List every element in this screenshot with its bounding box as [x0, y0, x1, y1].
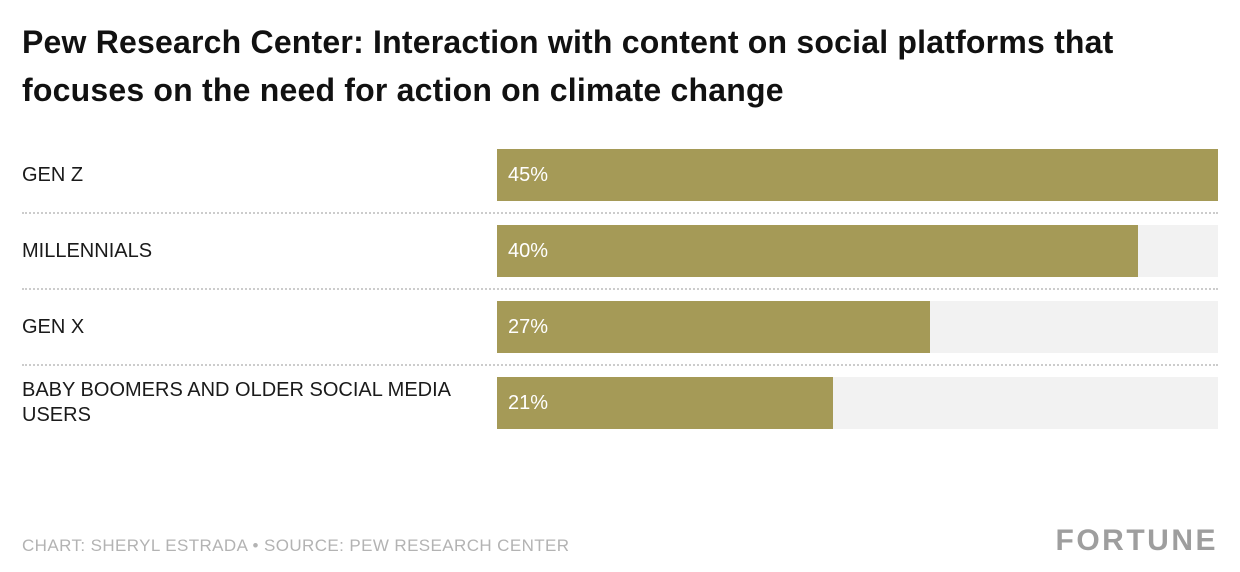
chart-title: Pew Research Center: Interaction with co…	[22, 24, 1114, 108]
bar-track: 27%	[497, 301, 1218, 353]
bar-row-millennials: MILLENNIALS 40%	[22, 214, 1218, 290]
value-label: 27%	[508, 315, 549, 338]
category-label: GEN X	[22, 315, 85, 338]
bar-track: 21%	[497, 377, 1218, 429]
bar: 21%	[497, 377, 834, 429]
chart-credit: CHART: SHERYL ESTRADA • SOURCE: PEW RESE…	[22, 536, 570, 555]
fortune-logo: FORTUNE	[1055, 524, 1218, 557]
bar-track: 45%	[497, 149, 1218, 201]
bar: 45%	[497, 149, 1218, 201]
value-label: 40%	[508, 239, 549, 262]
bar-chart: GEN Z 45% MILLENNIALS 40% GEN X 27%	[22, 138, 1218, 440]
bar-row-gen-x: GEN X 27%	[22, 290, 1218, 366]
value-label: 21%	[508, 391, 549, 414]
category-label: MILLENNIALS	[22, 239, 153, 262]
bar: 40%	[497, 225, 1138, 277]
value-label: 45%	[508, 163, 549, 186]
category-label: GEN Z	[22, 163, 84, 186]
bar-row-gen-z: GEN Z 45%	[22, 138, 1218, 214]
chart-footer: CHART: SHERYL ESTRADA • SOURCE: PEW RESE…	[22, 526, 1218, 556]
category-label: BABY BOOMERS AND OLDER SOCIAL MEDIA USER…	[22, 379, 450, 426]
bar: 27%	[497, 301, 930, 353]
bar-row-baby-boomers: BABY BOOMERS AND OLDER SOCIAL MEDIA USER…	[22, 366, 1218, 440]
bar-track: 40%	[497, 225, 1218, 277]
